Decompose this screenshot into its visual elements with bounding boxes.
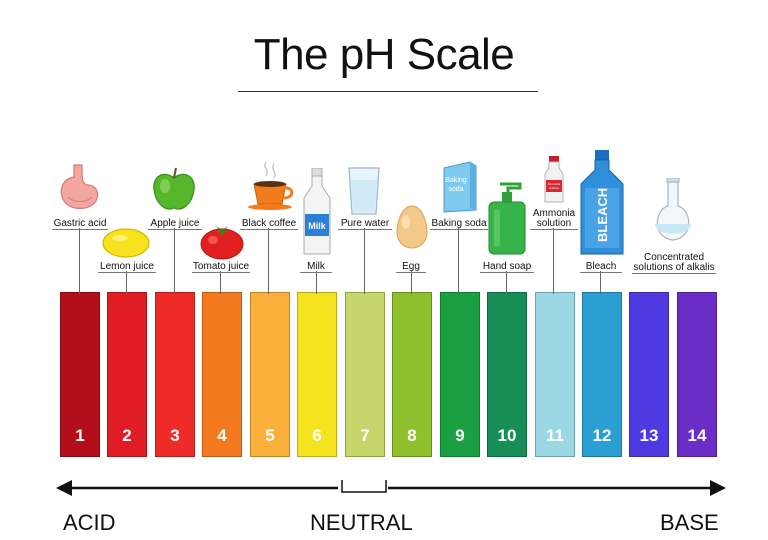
ph-bar-number: 14 [687, 426, 707, 445]
label-hand-soap: Hand soap [482, 261, 532, 272]
label-gastric-acid: Gastric acid [53, 218, 107, 229]
connector-lemon [126, 271, 127, 294]
baking-box-text-2: soda [448, 186, 463, 193]
ph-bar-number: 2 [122, 426, 132, 445]
label-baking-soda: Baking soda [431, 218, 487, 229]
page-title: The pH Scale [253, 30, 515, 79]
label-underline [240, 229, 298, 230]
label-pure-water: Pure water [340, 218, 390, 229]
label-underline [580, 272, 622, 273]
connector-ammonia [553, 228, 554, 294]
ph-axis-arrow [56, 480, 726, 496]
baking-box-text-1: Baking [445, 177, 467, 184]
coffee-cup-icon [248, 161, 294, 210]
milk-bottle-icon: Milk [303, 168, 331, 255]
base-label: BASE [660, 510, 719, 535]
ph-bar-8: 8 [392, 292, 432, 457]
ph-bar-3: 3 [155, 292, 195, 457]
label-lemon-juice: Lemon juice [100, 261, 154, 272]
ph-bar-4: 4 [202, 292, 242, 457]
label-tomato-juice: Tomato juice [192, 261, 250, 272]
ph-bar-number: 10 [497, 426, 517, 445]
connector-soap [506, 271, 507, 294]
neutral-label: NEUTRAL [310, 510, 413, 535]
ph-bar-1: 1 [60, 292, 100, 457]
label-underline [192, 272, 250, 273]
ph-bar-5: 5 [250, 292, 290, 457]
ph-bar-12: 12 [582, 292, 622, 457]
connector-apple [174, 228, 175, 294]
ph-bar-11: 11 [535, 292, 575, 457]
label-ammonia-line1: Ammonia [532, 208, 576, 219]
ammonia-bottle-text-1: Ammonia [548, 182, 561, 186]
ph-bar-6: 6 [297, 292, 337, 457]
label-egg: Egg [402, 261, 420, 272]
connector-coffee [268, 228, 269, 294]
connector-baking [458, 228, 459, 294]
ph-bar-number: 5 [265, 426, 275, 445]
label-underline [632, 273, 716, 274]
ph-bar-number: 7 [360, 426, 370, 445]
stomach-icon [60, 164, 99, 210]
ph-bar-10: 10 [487, 292, 527, 457]
label-underline [300, 272, 332, 273]
connector-bleach [600, 271, 601, 294]
baking-soda-box-icon: Baking soda [443, 161, 477, 213]
ph-bar-number: 3 [170, 426, 180, 445]
ph-bar-number: 9 [455, 426, 465, 445]
apple-icon [153, 167, 195, 210]
flask-icon [654, 178, 692, 241]
connector-water [364, 228, 365, 294]
label-alkali-line2: solutions of alkalis [633, 262, 715, 273]
label-black-coffee: Black coffee [241, 218, 297, 229]
label-underline [52, 229, 108, 230]
ph-bar-7: 7 [345, 292, 385, 457]
label-underline [98, 272, 156, 273]
label-bleach: Bleach [585, 261, 617, 272]
label-underline [530, 229, 578, 230]
ph-bar-number: 12 [592, 426, 612, 445]
ph-bar-number: 11 [546, 426, 564, 445]
egg-icon [396, 205, 428, 249]
label-apple-juice: Apple juice [150, 218, 200, 229]
ph-bar-number: 4 [217, 426, 227, 445]
label-milk: Milk [307, 261, 325, 272]
acid-label: ACID [63, 510, 116, 535]
milk-bottle-text: Milk [308, 221, 326, 231]
bleach-bottle-text: BLEACH [595, 188, 610, 242]
ph-bar-number: 13 [639, 426, 659, 445]
ammonia-bottle-text-2: solution [549, 186, 560, 190]
label-underline [480, 272, 534, 273]
label-alkali-line1: Concentrated [643, 252, 705, 263]
water-glass-icon [348, 167, 380, 215]
connector-tomato [220, 271, 221, 294]
ammonia-bottle-icon: Ammonia solution [544, 156, 564, 203]
label-underline [338, 229, 392, 230]
ph-bar-number: 1 [75, 426, 85, 445]
label-underline [148, 229, 202, 230]
soap-dispenser-icon [488, 182, 526, 255]
lemon-icon [102, 228, 150, 258]
connector-egg [411, 271, 412, 294]
title-underline [238, 91, 538, 92]
ph-bar-2: 2 [107, 292, 147, 457]
connector-gastric [79, 228, 80, 294]
ph-bar-number: 8 [407, 426, 417, 445]
label-ammonia-line2: solution [536, 218, 572, 229]
tomato-icon [200, 226, 244, 260]
label-underline [430, 229, 488, 230]
ph-bar-14: 14 [677, 292, 717, 457]
bleach-bottle-icon: BLEACH [580, 150, 624, 255]
ph-bar-number: 6 [312, 426, 322, 445]
ph-bar-9: 9 [440, 292, 480, 457]
label-underline [396, 272, 426, 273]
ph-bar-13: 13 [629, 292, 669, 457]
connector-milk [316, 271, 317, 294]
